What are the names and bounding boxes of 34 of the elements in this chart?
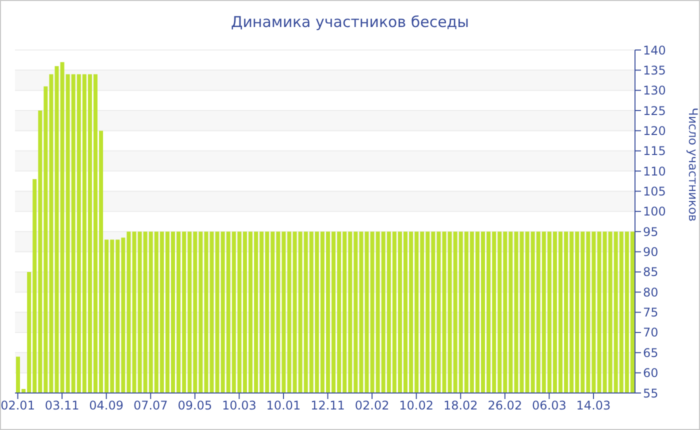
y-tick-label: 80 [643,285,658,300]
y-tick-label: 90 [643,245,658,260]
x-tick-label: 10.01 [266,398,301,413]
x-tick-label: 07.07 [133,398,168,413]
x-tick-label: 09.05 [178,398,212,413]
x-tick-label: 18.02 [443,398,478,413]
x-tick-label: 02.01 [0,398,35,413]
y-axis-title: Число участников [686,108,700,222]
y-tick-label: 140 [643,43,666,58]
x-tick-label: 04.09 [89,398,124,413]
x-tick-label: 12.11 [310,398,345,413]
x-tick-label: 10.03 [222,398,256,413]
x-tick-label: 10.02 [399,398,434,413]
chart-title: Динамика участников беседы [230,13,470,31]
y-tick-label: 75 [643,306,658,320]
y-tick-label: 65 [643,346,658,360]
y-tick-label: 60 [643,366,658,380]
y-tick-label: 105 [643,184,666,198]
y-tick-label: 135 [643,63,666,78]
y-tick-label: 85 [643,265,658,280]
x-tick-label: 14.03 [576,398,611,413]
x-tick-label: 02.02 [354,398,390,413]
y-tick-label: 115 [643,144,666,158]
x-tick-label: 03.11 [44,398,80,413]
x-tick-label: 26.02 [488,398,522,413]
y-tick-label: 120 [643,124,666,138]
y-tick-label: 110 [643,164,666,178]
y-tick-label: 130 [643,84,666,98]
x-tick-label: 06.03 [532,398,566,413]
y-tick-label: 95 [643,224,658,239]
y-tick-label: 55 [643,386,658,400]
y-tick-label: 100 [643,204,666,219]
y-tick-label: 70 [643,326,658,340]
y-tick-label: 125 [643,104,666,118]
